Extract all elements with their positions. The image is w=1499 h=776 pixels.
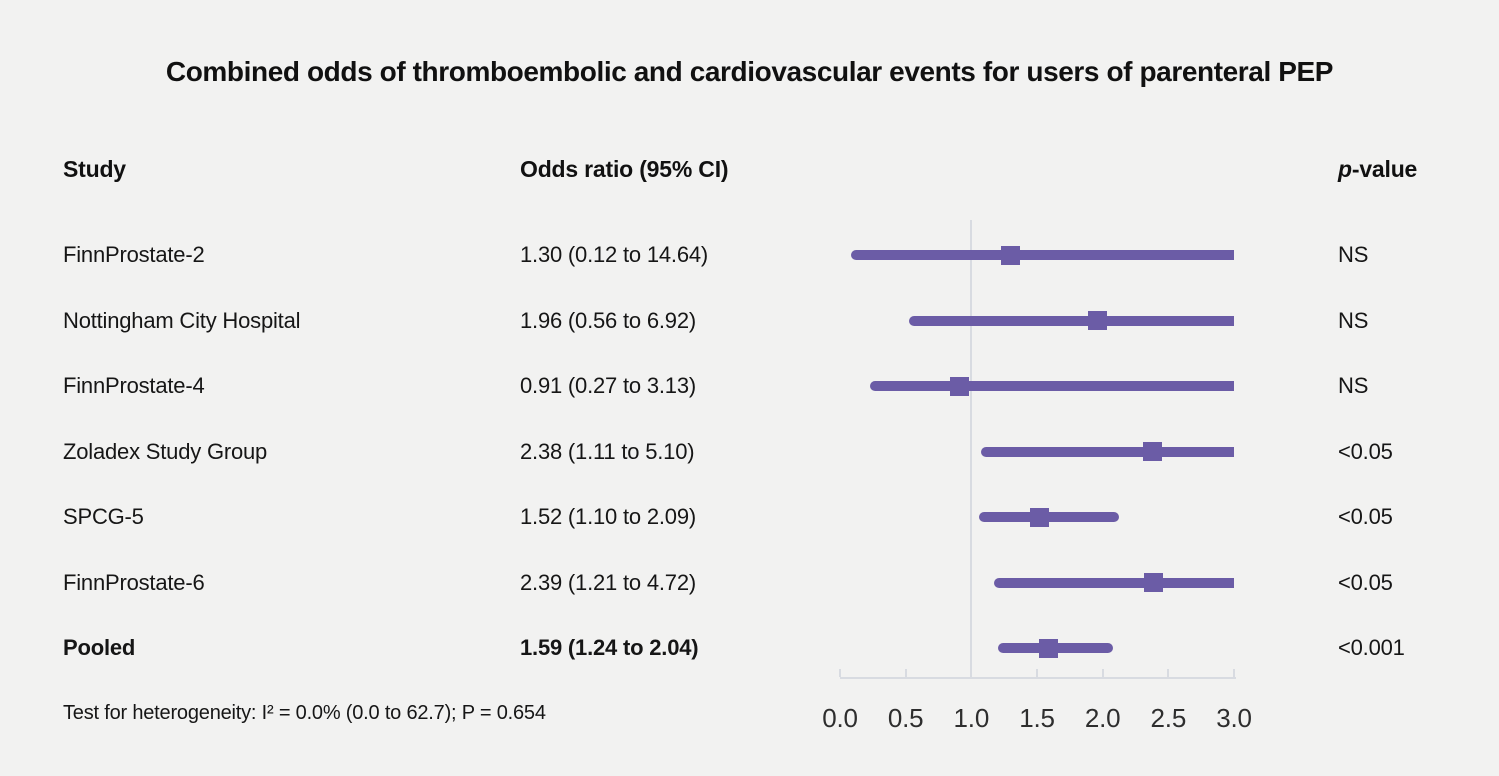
point-estimate-marker (1087, 311, 1107, 330)
x-axis-tick (1101, 669, 1104, 677)
x-axis-tick (1036, 669, 1038, 677)
p-value-header-italic-p: p (1338, 156, 1352, 182)
x-axis-tick-label: 2.5 (1150, 703, 1187, 733)
x-axis-tick (839, 669, 841, 677)
study-label: FinnProstate-2 (63, 242, 205, 267)
x-axis-tick-label: 0.0 (822, 703, 858, 733)
odds-ratio-ci-label: 1.96 (0.56 to 6.92) (520, 307, 696, 333)
p-value-label: <0.05 (1338, 569, 1393, 595)
study-label: Nottingham City Hospital (63, 307, 301, 333)
study-label: FinnProstate-4 (63, 373, 205, 398)
x-axis-tick (1167, 669, 1170, 677)
p-value-label: <0.05 (1338, 438, 1393, 464)
x-axis-tick (904, 669, 907, 677)
study-label: FinnProstate-6 (63, 569, 205, 595)
p-value-label: NS (1338, 242, 1369, 267)
chart-title: Combined odds of thromboembolic and card… (165, 56, 1334, 87)
point-estimate-marker (1144, 573, 1164, 592)
x-axis-tick-label: 2.0 (1084, 703, 1121, 733)
p-value-label: <0.001 (1338, 635, 1405, 660)
confidence-interval-line (979, 512, 1120, 522)
point-estimate-marker (1030, 507, 1050, 527)
heterogeneity-note: Test for heterogeneity: I² = 0.0% (0.0 t… (63, 702, 546, 724)
p-value-header-rest: -value (1351, 156, 1418, 182)
x-axis-tick-label: 1.5 (1019, 703, 1055, 733)
x-axis-line (840, 677, 1236, 679)
confidence-interval-line (870, 381, 1234, 391)
study-label: Zoladex Study Group (63, 438, 268, 464)
column-header-study: Study (63, 156, 126, 182)
p-value-label: NS (1338, 373, 1369, 398)
point-estimate-marker (1143, 442, 1163, 461)
odds-ratio-ci-label: 2.38 (1.11 to 5.10) (520, 438, 695, 464)
confidence-interval-line (850, 250, 1234, 260)
x-axis-tick (1233, 669, 1235, 677)
column-header-p-value: p-value (1338, 156, 1417, 183)
study-label: Pooled (63, 635, 136, 660)
column-header-odds-ratio: Odds ratio (95% CI) (520, 156, 729, 182)
x-axis-tick-label: 3.0 (1216, 703, 1252, 733)
reference-line-or-1 (970, 220, 973, 677)
confidence-interval-line (980, 446, 1234, 457)
odds-ratio-ci-label: 1.30 (0.12 to 14.64) (520, 242, 709, 267)
odds-ratio-ci-label: 1.52 (1.10 to 2.09) (520, 504, 696, 529)
study-label: SPCG-5 (63, 504, 144, 529)
confidence-interval-line (993, 577, 1234, 588)
p-value-label: <0.05 (1338, 504, 1393, 529)
odds-ratio-ci-label: 0.91 (0.27 to 3.13) (520, 373, 696, 398)
point-estimate-marker (1001, 245, 1021, 265)
x-axis-tick-label: 0.5 (887, 703, 924, 733)
confidence-interval-line (908, 315, 1234, 326)
point-estimate-marker (1039, 638, 1059, 658)
point-estimate-marker (950, 376, 969, 396)
p-value-label: NS (1338, 307, 1369, 333)
x-axis-tick-label: 1.0 (953, 703, 990, 733)
odds-ratio-ci-label: 2.39 (1.21 to 4.72) (520, 569, 696, 595)
x-axis-tick (970, 669, 973, 677)
odds-ratio-ci-label: 1.59 (1.24 to 2.04) (520, 635, 699, 660)
